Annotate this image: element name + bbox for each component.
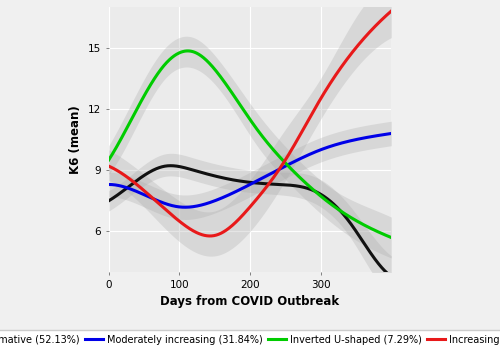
Y-axis label: K6 (mean): K6 (mean) bbox=[70, 105, 82, 174]
Normative (52.13%) bbox=[388, 274, 394, 279]
Moderately increasing (31.84%) bbox=[234, 189, 240, 193]
Moderately increasing (31.84%) bbox=[295, 158, 301, 162]
Normative (52.13%) bbox=[179, 165, 185, 169]
Increasing (8.75%) bbox=[234, 219, 240, 223]
Inverted U-shaped (7.29%) bbox=[234, 98, 240, 102]
Increasing (8.75%) bbox=[156, 201, 162, 206]
Increasing (8.75%) bbox=[319, 95, 325, 99]
Line: Normative (52.13%): Normative (52.13%) bbox=[108, 166, 392, 276]
Moderately increasing (31.84%) bbox=[106, 183, 112, 187]
Legend: Normative (52.13%), Moderately increasing (31.84%), Inverted U-shaped (7.29%), I: Normative (52.13%), Moderately increasin… bbox=[0, 330, 500, 349]
Moderately increasing (31.84%) bbox=[272, 169, 278, 173]
Increasing (8.75%) bbox=[295, 137, 301, 141]
Moderately increasing (31.84%) bbox=[182, 205, 188, 209]
Line: Moderately increasing (31.84%): Moderately increasing (31.84%) bbox=[108, 133, 392, 207]
Normative (52.13%) bbox=[295, 184, 301, 188]
Moderately increasing (31.84%) bbox=[178, 205, 184, 209]
Normative (52.13%) bbox=[168, 164, 173, 168]
Normative (52.13%) bbox=[156, 166, 162, 170]
X-axis label: Days from COVID Outbreak: Days from COVID Outbreak bbox=[160, 295, 340, 309]
Inverted U-shaped (7.29%) bbox=[319, 195, 325, 199]
Increasing (8.75%) bbox=[388, 9, 394, 13]
Line: Increasing (8.75%): Increasing (8.75%) bbox=[108, 11, 392, 236]
Increasing (8.75%) bbox=[272, 172, 278, 177]
Inverted U-shaped (7.29%) bbox=[156, 70, 162, 74]
Normative (52.13%) bbox=[272, 182, 278, 186]
Normative (52.13%) bbox=[106, 199, 112, 203]
Moderately increasing (31.84%) bbox=[319, 147, 325, 151]
Inverted U-shaped (7.29%) bbox=[388, 236, 394, 240]
Normative (52.13%) bbox=[319, 193, 325, 197]
Moderately increasing (31.84%) bbox=[388, 131, 394, 135]
Increasing (8.75%) bbox=[178, 221, 184, 225]
Normative (52.13%) bbox=[234, 178, 240, 183]
Inverted U-shaped (7.29%) bbox=[178, 50, 184, 54]
Line: Inverted U-shaped (7.29%): Inverted U-shaped (7.29%) bbox=[108, 51, 392, 238]
Inverted U-shaped (7.29%) bbox=[185, 49, 191, 53]
Increasing (8.75%) bbox=[207, 234, 213, 238]
Inverted U-shaped (7.29%) bbox=[106, 158, 112, 162]
Inverted U-shaped (7.29%) bbox=[295, 173, 301, 178]
Moderately increasing (31.84%) bbox=[156, 199, 162, 203]
Inverted U-shaped (7.29%) bbox=[272, 150, 278, 155]
Increasing (8.75%) bbox=[106, 164, 112, 168]
